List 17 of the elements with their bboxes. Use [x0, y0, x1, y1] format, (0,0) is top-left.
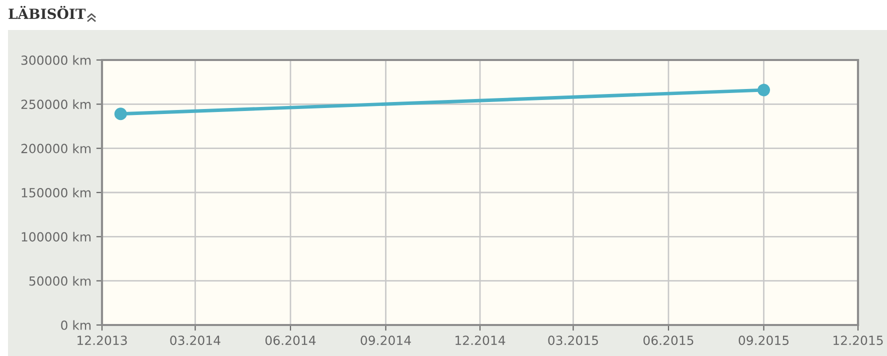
y-tick-label: 100000 km	[22, 232, 91, 242]
y-tick-label: 250000 km	[21, 99, 91, 110]
x-tick-label: 03.2014	[170, 336, 220, 346]
x-tick-label: 09.2015	[738, 336, 789, 346]
x-tick-label: 12.2013	[78, 336, 127, 346]
x-tick-label: 12.2015	[834, 336, 883, 346]
x-tick-label: 03.2015	[548, 336, 598, 346]
x-tick-label: 06.2015	[643, 336, 694, 346]
x-tick-label: 06.2014	[265, 336, 316, 346]
x-tick-label: 09.2014	[360, 336, 411, 346]
y-tick-label: 0 km	[61, 320, 91, 330]
chart-title: LÄBISÖIT	[8, 6, 86, 20]
y-tick-label: 50000 km	[29, 276, 91, 286]
x-tick-label: 12.2014	[456, 336, 506, 346]
y-tick-label: 150000 km	[22, 188, 91, 198]
y-tick-label: 200000 km	[21, 144, 91, 154]
y-tick-label: 300000 km	[21, 55, 91, 65]
